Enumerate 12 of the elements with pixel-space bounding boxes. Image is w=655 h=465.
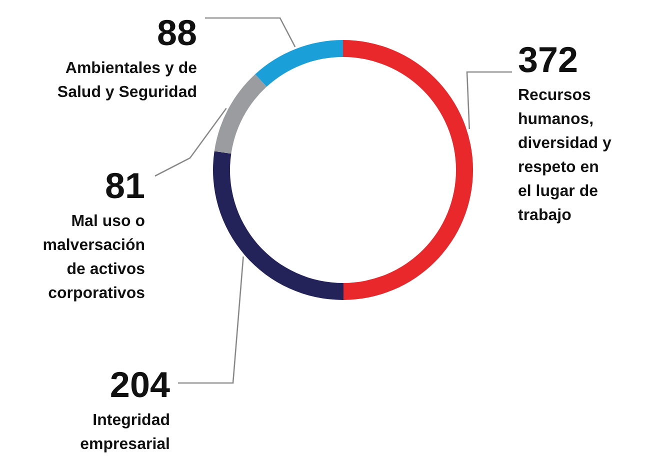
slice-label: Ambientales y de Salud y Seguridad — [57, 60, 198, 101]
slice-label: Recursos humanos, diversidad y respeto en el lugar de trabajo — [518, 87, 612, 224]
data-label: 88 — [156, 12, 197, 53]
data-label: 81 — [104, 165, 145, 206]
data-label: 204 — [110, 364, 170, 405]
data-label: 372 — [518, 39, 578, 80]
donut-slice — [255, 40, 343, 87]
slice-label: Mal uso o malversación de activos corporativos — [42, 213, 146, 302]
donut-slice — [214, 74, 267, 154]
donut-slice — [213, 151, 344, 300]
donut-slice — [343, 40, 473, 300]
slice-label: Integridad empresarial — [80, 412, 170, 453]
